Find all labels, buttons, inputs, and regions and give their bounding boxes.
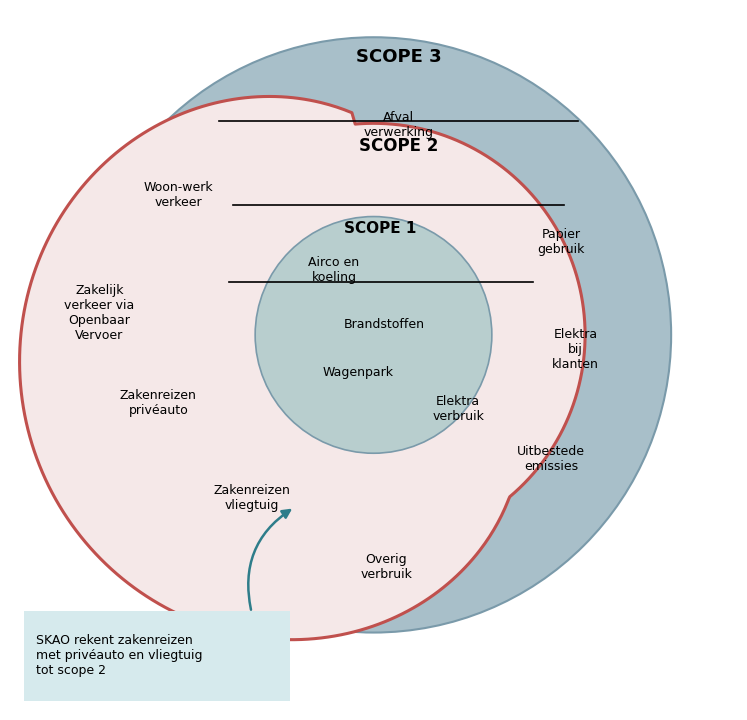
Text: Zakelijk
verkeer via
Openbaar
Vervoer: Zakelijk verkeer via Openbaar Vervoer [64,284,134,343]
Text: Wagenpark: Wagenpark [322,366,393,379]
Circle shape [162,123,585,546]
Circle shape [76,37,671,633]
Text: Papier
gebruik: Papier gebruik [538,228,585,256]
Text: Zakenreizen
privéauto: Zakenreizen privéauto [120,389,196,417]
Text: SCOPE 1: SCOPE 1 [344,221,417,236]
Text: Elektra
verbruik: Elektra verbruik [433,395,484,423]
Text: SCOPE 2: SCOPE 2 [359,138,438,156]
Text: Zakenreizen
vliegtuig: Zakenreizen vliegtuig [213,484,290,512]
Text: Afval
verwerking: Afval verwerking [364,111,433,139]
Text: Brandstoffen: Brandstoffen [344,318,425,330]
Text: Woon-werk
verkeer: Woon-werk verkeer [143,181,213,209]
Text: Overig
verbruik: Overig verbruik [361,552,412,580]
Text: SKAO rekent zakenreizen
met privéauto en vliegtuig
tot scope 2: SKAO rekent zakenreizen met privéauto en… [37,634,203,678]
Text: Airco en
koeling: Airco en koeling [309,256,359,284]
Text: SCOPE 3: SCOPE 3 [356,48,441,66]
Text: Uitbestede
emissies: Uitbestede emissies [518,445,586,473]
Circle shape [255,217,492,453]
FancyBboxPatch shape [24,611,290,701]
Polygon shape [19,96,585,639]
Text: Elektra
bij
klanten: Elektra bij klanten [552,328,599,371]
